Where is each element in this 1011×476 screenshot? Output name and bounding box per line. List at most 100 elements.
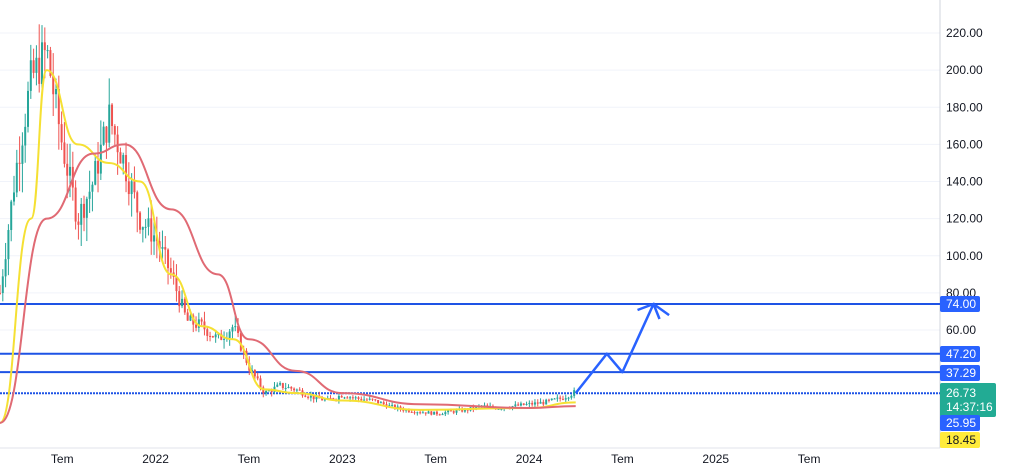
candle-body xyxy=(41,42,44,84)
candle-body xyxy=(60,124,63,143)
candle-body xyxy=(424,412,427,414)
candle-body xyxy=(259,378,262,388)
candle-body xyxy=(66,163,69,176)
candle-body xyxy=(561,398,564,400)
price-label-badge xyxy=(940,296,980,312)
candle-body xyxy=(382,402,385,405)
candle-body xyxy=(371,398,374,400)
candle-body xyxy=(186,312,189,321)
price-tick-label: 120.00 xyxy=(946,212,983,226)
candle-body xyxy=(309,395,312,398)
candle-body xyxy=(430,411,433,415)
candle-body xyxy=(52,76,55,95)
candle-body xyxy=(486,405,489,407)
candle-body xyxy=(253,369,256,377)
candle-body xyxy=(349,397,352,399)
candle-body xyxy=(183,298,186,313)
candle-body xyxy=(405,409,408,411)
candle-body xyxy=(354,397,357,399)
candle-body xyxy=(144,226,147,228)
candle-body xyxy=(321,398,324,401)
candle-body xyxy=(231,327,234,332)
candle-body xyxy=(533,402,536,405)
candle-body xyxy=(340,396,343,398)
candle-body xyxy=(27,90,30,127)
candle-body xyxy=(416,412,419,414)
candle-body xyxy=(452,411,455,413)
candle-body xyxy=(343,397,346,399)
candle-body xyxy=(438,414,441,416)
candle-body xyxy=(195,324,198,328)
candle-body xyxy=(80,203,83,225)
candle-body xyxy=(410,411,413,413)
candle-body xyxy=(312,395,315,400)
moving-average-line xyxy=(0,69,576,424)
candle-body xyxy=(461,408,464,412)
price-label-text: 37.29 xyxy=(946,366,976,380)
time-tick-label: Tem xyxy=(611,452,634,466)
candle-body xyxy=(10,201,13,231)
candle-body xyxy=(200,319,203,322)
candle-body xyxy=(276,384,279,387)
projection-arrow[interactable] xyxy=(574,302,670,394)
candle-body xyxy=(57,88,60,125)
candle-body xyxy=(1,276,4,294)
candle-body xyxy=(374,399,377,401)
candle-body xyxy=(220,333,223,340)
candle-body xyxy=(351,397,354,399)
candle-body xyxy=(91,184,94,192)
candle-body xyxy=(435,411,438,415)
candle-body xyxy=(214,334,217,338)
projection-arrowhead xyxy=(637,302,661,320)
candle-body xyxy=(133,181,136,193)
candle-body xyxy=(556,397,559,399)
candle-body xyxy=(360,398,363,401)
candle-body xyxy=(550,398,553,400)
candle-body xyxy=(7,230,10,260)
candle-body xyxy=(407,409,410,412)
candle-body xyxy=(553,398,556,400)
time-tick-label: Tem xyxy=(424,452,447,466)
horizontal-levels[interactable] xyxy=(0,303,940,395)
candle-body xyxy=(178,291,181,307)
candle-body xyxy=(234,326,237,328)
price-tick-label: 180.00 xyxy=(946,100,983,114)
candle-body xyxy=(83,203,86,218)
candle-body xyxy=(307,396,310,398)
candle-body xyxy=(441,414,444,416)
moving-averages xyxy=(0,69,576,424)
candle-body xyxy=(116,134,119,153)
candle-body xyxy=(139,212,142,230)
price-label-text: 25.95 xyxy=(946,416,976,430)
candle-body xyxy=(63,142,66,164)
candle-body xyxy=(393,404,396,409)
candle-body xyxy=(315,395,318,400)
candle-body xyxy=(368,398,371,400)
candle-body xyxy=(150,218,153,242)
price-label-text: 47.20 xyxy=(946,347,976,361)
candle-body xyxy=(111,104,114,127)
candle-body xyxy=(209,335,212,337)
candle-body xyxy=(223,338,226,340)
price-tick-label: 220.00 xyxy=(946,26,983,40)
candle-body xyxy=(357,397,360,399)
time-tick-label: Tem xyxy=(798,452,821,466)
candle-body xyxy=(203,321,206,330)
candle-body xyxy=(519,403,522,406)
candle-body xyxy=(329,397,332,399)
candle-body xyxy=(130,181,133,195)
candle-body xyxy=(433,411,436,415)
candle-body xyxy=(517,404,520,406)
candle-body xyxy=(85,198,88,218)
time-axis[interactable]: Tem 2022 Tem 2023 Tem 2024 Tem 2025 Tem xyxy=(51,452,821,466)
time-tick-label: 2024 xyxy=(516,452,543,466)
candle-body xyxy=(0,292,1,294)
moving-average-line xyxy=(0,143,576,424)
candle-body xyxy=(24,126,27,146)
candle-body xyxy=(46,50,49,52)
candle-body xyxy=(99,144,102,174)
candle-body xyxy=(74,187,77,222)
candle-body xyxy=(94,160,97,185)
